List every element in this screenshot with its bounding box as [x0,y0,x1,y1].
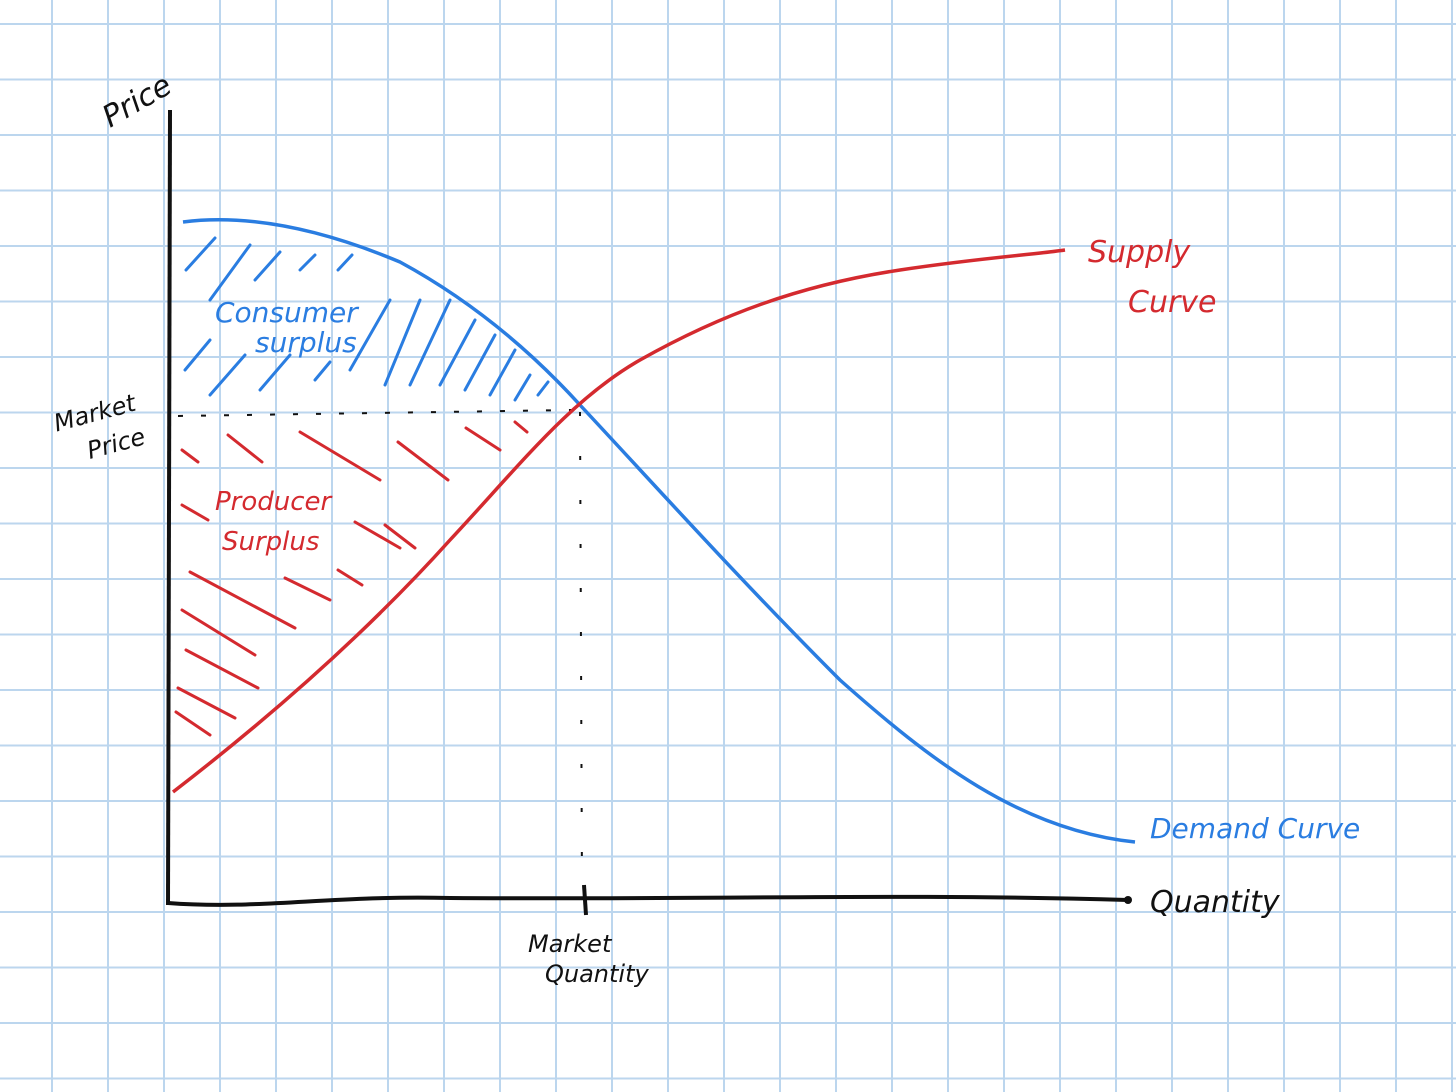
label-line: Producer [215,487,334,517]
label-line: Surplus [222,527,319,557]
market-price-label: Market Price [51,387,155,471]
consumer-surplus-label: Consumer surplus [215,296,367,359]
x-axis-end [1124,896,1132,904]
demand-curve [182,218,1136,844]
label-line: Price [84,422,148,464]
supply-curve [171,248,1066,794]
producer-surplus-label: Producer Surplus [215,487,340,557]
market-quantity-line [579,411,583,891]
x-axis [167,894,1129,907]
market-quantity-tick [582,884,588,916]
label-line: Curve [1128,285,1217,320]
label-line: Market [528,930,613,958]
consumer-hatch [183,236,550,402]
label-line: surplus [255,326,357,359]
x-axis-label: Quantity [1150,885,1281,920]
demand-curve-label: Demand Curve [1150,812,1360,845]
y-axis [166,109,172,906]
label-line: Supply [1088,235,1191,270]
label-line: Quantity [545,960,650,988]
producer-hatch [174,420,529,737]
market-quantity-label: Market Quantity [528,930,650,988]
label-line: Consumer [215,296,359,329]
supply-curve-label: Supply Curve [1088,235,1217,320]
